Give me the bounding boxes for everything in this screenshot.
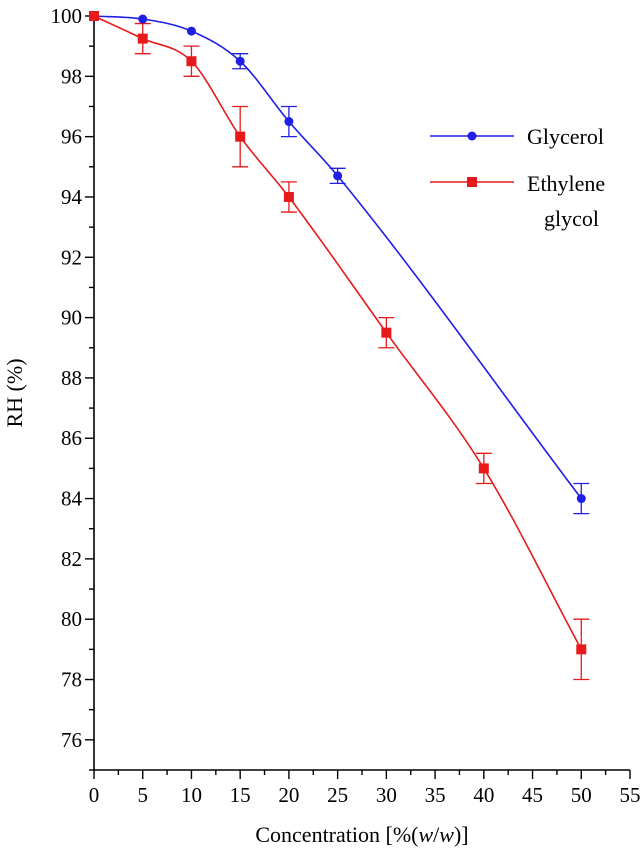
- x-tick-label: 55: [620, 783, 640, 807]
- legend-label-ethylene-glycol-line2: glycol: [544, 206, 599, 231]
- legend-item-glycerol: Glycerol: [430, 124, 604, 149]
- legend-marker-ethylene-glycol: [467, 177, 477, 187]
- y-tick-label: 96: [61, 125, 82, 149]
- x-tick-label: 40: [473, 783, 494, 807]
- x-tick-label: 0: [89, 783, 100, 807]
- series-line-ethylene-glycol: [93, 15, 582, 650]
- x-tick-label: 10: [181, 783, 202, 807]
- legend: Glycerol Ethylene glycol: [430, 124, 605, 231]
- y-tick-label: 82: [61, 547, 82, 571]
- y-tick-label: 92: [61, 245, 82, 269]
- tick-labels: 76 78 80 82 84 86 88 90 92 94 96 98 100 0 5 10 15 20 25 30 3…: [51, 4, 640, 807]
- x-axis-title: Concentration [%(w/w)]: [255, 822, 468, 847]
- x-tick-label: 5: [137, 783, 148, 807]
- series-line-glycerol: [93, 15, 582, 500]
- x-tick-label: 30: [376, 783, 397, 807]
- data-point-ethylene-glycol: [89, 11, 99, 21]
- legend-label-ethylene-glycol-line1: Ethylene: [527, 171, 605, 196]
- data-point-ethylene-glycol: [381, 327, 392, 338]
- y-tick-label: 76: [61, 728, 82, 752]
- data-point-ethylene-glycol: [478, 463, 489, 474]
- y-tick-label: 86: [61, 426, 82, 450]
- y-tick-label: 84: [61, 487, 83, 511]
- y-tick-label: 88: [61, 366, 82, 390]
- x-tick-label: 20: [278, 783, 299, 807]
- legend-label-glycerol: Glycerol: [527, 124, 604, 149]
- y-tick-label: 100: [51, 4, 83, 28]
- data-point-ethylene-glycol: [576, 644, 587, 655]
- error-bars: [134, 22, 590, 681]
- series-markers: [89, 11, 587, 655]
- x-tick-label: 45: [522, 783, 543, 807]
- data-point-glycerol: [284, 117, 294, 127]
- legend-marker-glycerol: [467, 131, 477, 141]
- y-tick-label: 80: [61, 607, 82, 631]
- y-tick-label: 90: [61, 306, 82, 330]
- x-tick-label: 15: [230, 783, 251, 807]
- ticks: [85, 15, 631, 779]
- y-tick-label: 94: [61, 185, 83, 209]
- x-tick-label: 25: [327, 783, 348, 807]
- data-point-ethylene-glycol: [137, 33, 148, 44]
- data-point-ethylene-glycol: [235, 131, 246, 142]
- x-tick-label: 50: [571, 783, 592, 807]
- legend-item-ethylene-glycol: Ethylene glycol: [430, 171, 605, 231]
- data-point-glycerol: [333, 171, 343, 181]
- y-axis-title: RH (%): [2, 358, 27, 427]
- data-point-glycerol: [186, 26, 196, 36]
- data-point-glycerol: [576, 494, 586, 504]
- y-tick-label: 98: [61, 64, 82, 88]
- series-curves: [93, 15, 582, 650]
- data-point-glycerol: [235, 56, 245, 66]
- x-tick-label: 35: [425, 783, 446, 807]
- data-point-ethylene-glycol: [186, 56, 197, 67]
- data-point-ethylene-glycol: [283, 191, 294, 202]
- data-point-glycerol: [138, 14, 148, 24]
- y-tick-label: 78: [61, 668, 82, 692]
